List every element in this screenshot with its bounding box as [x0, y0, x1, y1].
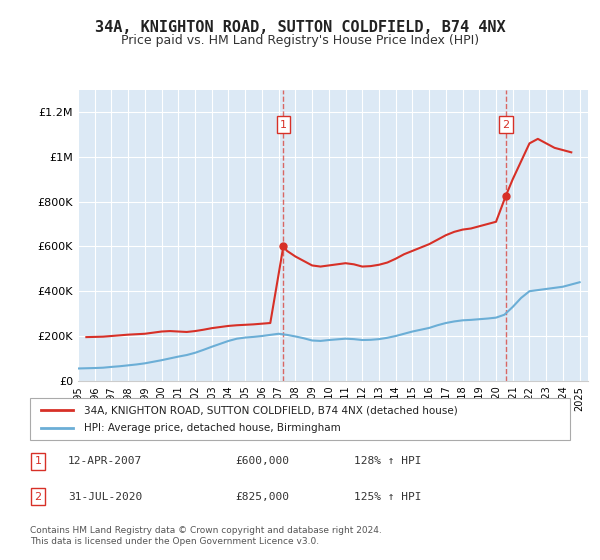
FancyBboxPatch shape — [30, 398, 570, 440]
Text: Contains HM Land Registry data © Crown copyright and database right 2024.
This d: Contains HM Land Registry data © Crown c… — [30, 526, 382, 546]
Text: Price paid vs. HM Land Registry's House Price Index (HPI): Price paid vs. HM Land Registry's House … — [121, 34, 479, 46]
Text: £825,000: £825,000 — [235, 492, 289, 502]
Text: 12-APR-2007: 12-APR-2007 — [68, 456, 142, 466]
Text: HPI: Average price, detached house, Birmingham: HPI: Average price, detached house, Birm… — [84, 423, 341, 433]
Text: 31-JUL-2020: 31-JUL-2020 — [68, 492, 142, 502]
Text: 2: 2 — [502, 119, 509, 129]
Text: 1: 1 — [280, 119, 287, 129]
Text: 34A, KNIGHTON ROAD, SUTTON COLDFIELD, B74 4NX (detached house): 34A, KNIGHTON ROAD, SUTTON COLDFIELD, B7… — [84, 405, 458, 415]
Text: 125% ↑ HPI: 125% ↑ HPI — [354, 492, 421, 502]
Text: 128% ↑ HPI: 128% ↑ HPI — [354, 456, 421, 466]
Text: 2: 2 — [35, 492, 41, 502]
Text: 34A, KNIGHTON ROAD, SUTTON COLDFIELD, B74 4NX: 34A, KNIGHTON ROAD, SUTTON COLDFIELD, B7… — [95, 20, 505, 35]
Text: 1: 1 — [35, 456, 41, 466]
Text: £600,000: £600,000 — [235, 456, 289, 466]
